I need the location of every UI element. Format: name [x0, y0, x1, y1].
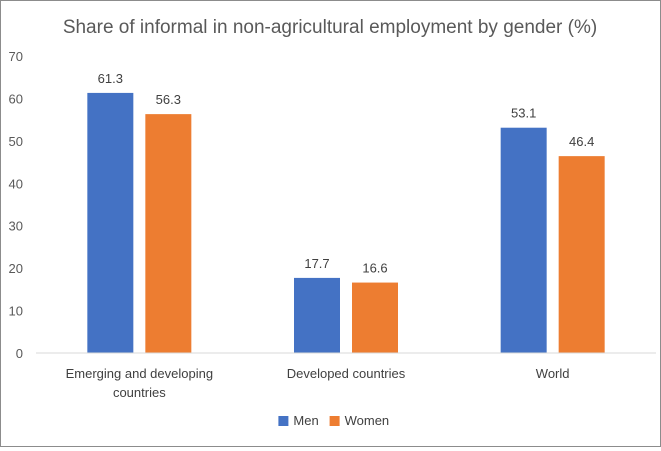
- data-label: 53.1: [511, 106, 536, 121]
- y-tick-label: 60: [9, 91, 23, 106]
- y-tick-label: 50: [9, 134, 23, 149]
- x-axis: Emerging and developing countries Develope…: [36, 352, 656, 400]
- data-label: 16.6: [362, 261, 387, 276]
- y-axis: 0 10 20 30 40 50 60 70: [9, 49, 23, 361]
- bar-men-1: [294, 277, 340, 353]
- data-label: 61.3: [98, 71, 123, 86]
- bars: 61.3 56.3 17.7 16.6 53.1 46.4: [87, 71, 605, 354]
- x-category-label: World: [536, 366, 570, 381]
- bar-men-2: [500, 127, 547, 353]
- y-tick-label: 40: [9, 176, 23, 191]
- y-tick-label: 70: [9, 49, 23, 64]
- x-category-label: countries: [113, 385, 166, 400]
- legend-label-men: Men: [293, 413, 318, 428]
- x-category-label: Emerging and developing: [66, 366, 213, 381]
- legend: Men Women: [278, 413, 389, 428]
- legend-swatch-women: [329, 416, 340, 426]
- y-tick-label: 0: [16, 346, 23, 361]
- bar-women-0: [145, 114, 192, 354]
- x-category-label: Developed countries: [287, 366, 406, 381]
- y-tick-label: 10: [9, 304, 23, 319]
- data-label: 46.4: [569, 134, 594, 149]
- bar-women-2: [558, 156, 605, 353]
- y-tick-label: 30: [9, 219, 23, 234]
- y-tick-label: 20: [9, 261, 23, 276]
- legend-swatch-men: [278, 416, 289, 426]
- chart-title: Share of informal in non-agricultural em…: [63, 17, 597, 38]
- legend-label-women: Women: [345, 413, 390, 428]
- bar-men-0: [87, 92, 134, 354]
- data-label: 17.7: [304, 256, 329, 271]
- bar-women-1: [352, 282, 398, 353]
- data-label: 56.3: [156, 92, 181, 107]
